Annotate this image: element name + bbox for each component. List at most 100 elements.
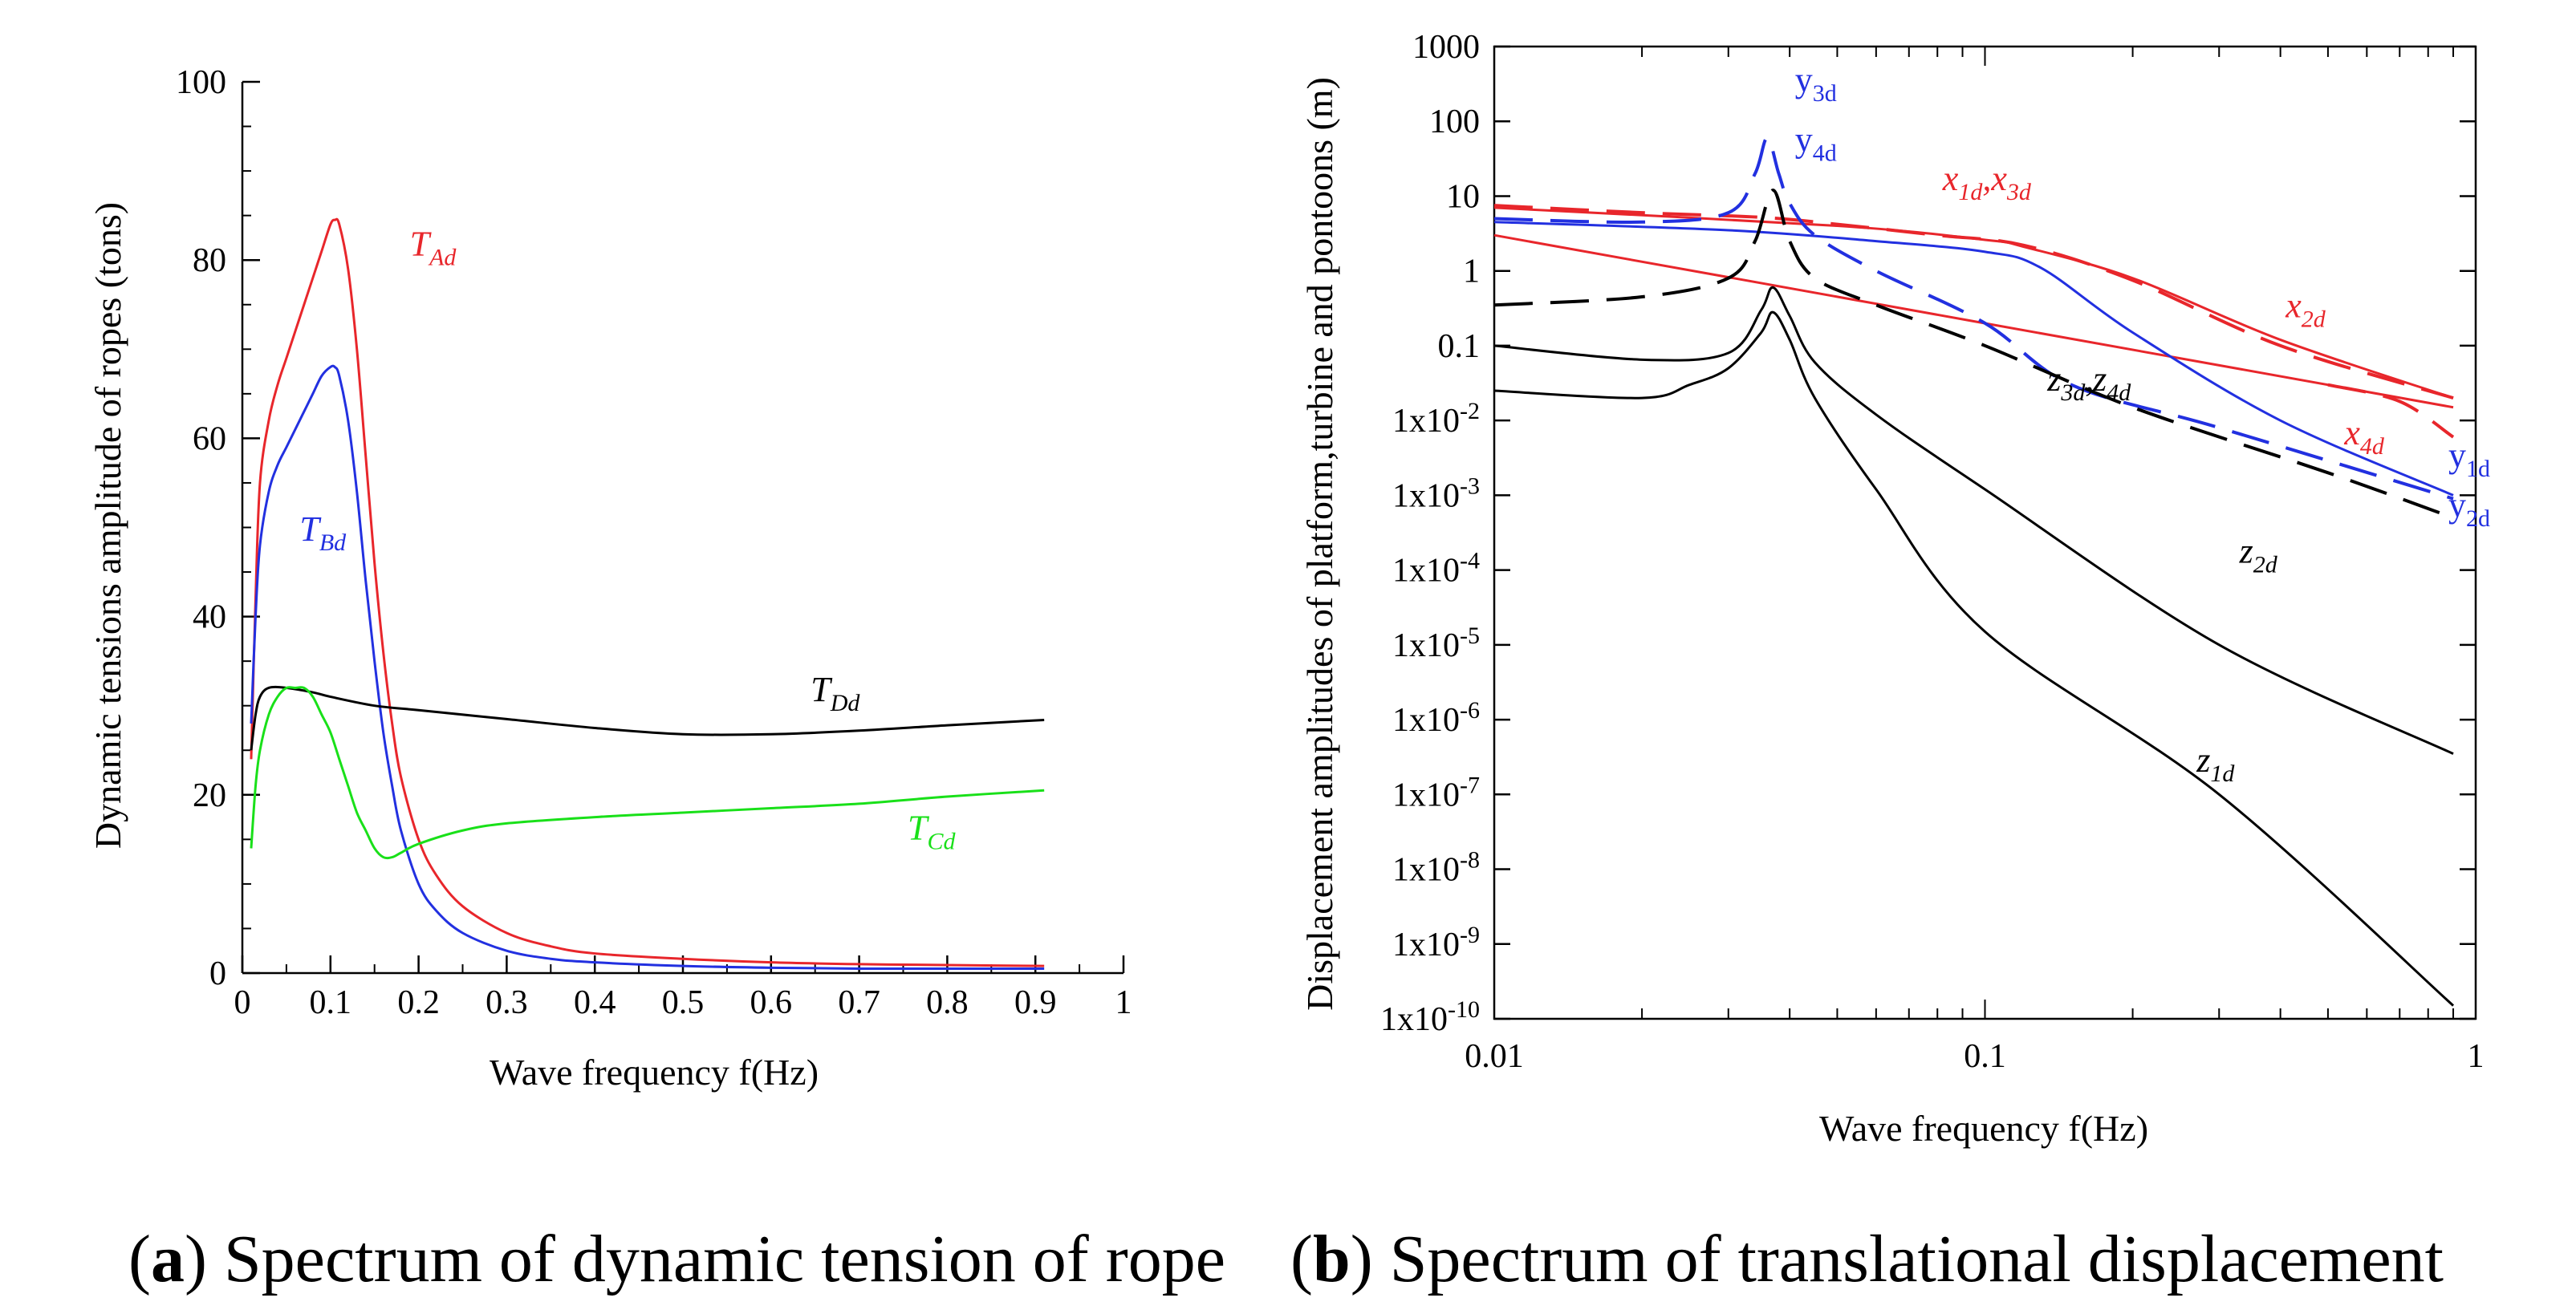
panel-a-label-T_Bd: TBd bbox=[299, 509, 347, 556]
panel-b-y-tick-exp: -8 bbox=[1460, 847, 1480, 874]
panel-b-y-tick-exp: -6 bbox=[1460, 697, 1480, 724]
panel-b-label-y4d: y4d bbox=[1795, 120, 1837, 166]
panel-b-line-z3d_z4d bbox=[1493, 189, 2454, 520]
panel-a-label-T_Ad: TAd bbox=[410, 225, 457, 271]
caption-a-text: Spectrum of dynamic tension of rope bbox=[207, 1222, 1225, 1296]
panel-b-y-tick-exp: -5 bbox=[1460, 623, 1480, 649]
panel-b-axes: 1x10-101x10-91x10-81x10-71x10-61x10-51x1… bbox=[1380, 29, 2485, 1075]
panel-a-label-T_Dd-main: T bbox=[811, 670, 833, 709]
panel-b-label-x3d-main: x bbox=[1990, 159, 2007, 198]
panel-a-y-tick-label: 100 bbox=[176, 64, 226, 101]
panel-b-y-tick-label: 1x10-2 bbox=[1392, 398, 1480, 440]
panel-b-y-tick-label: 1x10-4 bbox=[1392, 548, 1480, 590]
panel-a-y-tick-label: 40 bbox=[193, 599, 226, 636]
panel-b-x-tick-label: 1 bbox=[2468, 1038, 2485, 1075]
panel-a-x-tick-label: 0.2 bbox=[397, 984, 440, 1021]
panel-a-tension-chart: 0 20 40 60 80 100 0 0.1 0.2 0.3 0.4 0.5 0.6 0.7 0.8 0.9… bbox=[87, 64, 1132, 1093]
panel-a-x-tick-label: 1 bbox=[1115, 984, 1132, 1021]
panel-a-y-tick-label: 80 bbox=[193, 242, 226, 279]
panel-a-x-tick-label: 0.9 bbox=[1014, 984, 1057, 1021]
panel-b-label-x4d-main: x bbox=[2343, 413, 2360, 452]
panel-a-axes: 0 20 40 60 80 100 0 0.1 0.2 0.3 0.4 0.5 0.6 0.7 0.8 0.9… bbox=[176, 64, 1132, 1021]
panel-b-label-y4d-sub: 4d bbox=[1813, 140, 1837, 166]
panel-a-x-tick-label: 0 bbox=[234, 984, 251, 1021]
panel-b-label-y4d-main: y bbox=[1795, 120, 1813, 159]
panel-b-y-tick-label: 1x10-10 bbox=[1380, 996, 1480, 1038]
panel-b-label-x1d-sub: 1d bbox=[1958, 179, 1983, 205]
panel-b-y-tick-exp: -4 bbox=[1460, 548, 1480, 574]
panel-b-line-y3d_y4d bbox=[1493, 136, 2454, 501]
panel-a-x-tick-label: 0.7 bbox=[838, 984, 880, 1021]
caption-b-open-paren: ( bbox=[1290, 1222, 1313, 1296]
panel-b-y-tick-base: 1x10 bbox=[1392, 927, 1460, 963]
panel-b-label-x2d-main: x bbox=[2285, 286, 2302, 325]
panel-b-label-y3d: y3d bbox=[1795, 60, 1837, 107]
panel-b-label-x1d-comma: , bbox=[1982, 159, 1991, 198]
panel-b-label-z1d-main: z bbox=[2196, 740, 2210, 780]
panel-b-line-y1d bbox=[1493, 221, 2454, 497]
panel-b-label-z1d-sub: 1d bbox=[2210, 760, 2235, 787]
panel-b-y-tick-base: 1x10 bbox=[1392, 403, 1460, 440]
panel-b-label-z3d: z3d, bbox=[2046, 359, 2094, 406]
panel-b-y-tick-base: 1x10 bbox=[1392, 852, 1460, 889]
panel-b-y-tick-exp: -3 bbox=[1460, 472, 1480, 499]
panel-b-series bbox=[1493, 136, 2455, 1007]
panel-b-label-y2d: y2d bbox=[2448, 485, 2490, 532]
panel-b-label-x1d: x1d, bbox=[1942, 159, 1992, 205]
caption-b: (b) Spectrum of translational displaceme… bbox=[1290, 1222, 2444, 1296]
caption-b-letter: b bbox=[1313, 1222, 1351, 1296]
panel-b-label-z1d: z1d bbox=[2196, 740, 2235, 787]
panel-b-label-x3d-sub: 3d bbox=[2006, 179, 2032, 205]
panel-b-label-z4d-sub: 4d bbox=[2107, 379, 2131, 406]
panel-b-label-x4d: x4d bbox=[2343, 413, 2385, 460]
panel-b-label-y3d-sub: 3d bbox=[1813, 80, 1837, 107]
panel-b-y-tick-exp: -10 bbox=[1448, 996, 1480, 1023]
panel-b-y-tick-label: 1x10-6 bbox=[1392, 697, 1480, 739]
panel-b-y-tick-label: 0.1 bbox=[1438, 328, 1481, 365]
panel-a-x-axis-title: Wave frequency f(Hz) bbox=[490, 1052, 819, 1093]
caption-a: (a) Spectrum of dynamic tension of rope bbox=[128, 1222, 1225, 1296]
panel-b-label-y2d-sub: 2d bbox=[2466, 505, 2490, 532]
panel-a-label-T_Cd-main: T bbox=[908, 808, 930, 847]
panel-b-line-z2d bbox=[1493, 286, 2454, 755]
panel-a-label-T_Ad-sub: Ad bbox=[428, 245, 457, 271]
panel-b-y-tick-base: 1x10 bbox=[1392, 477, 1460, 514]
panel-a-y-tick-label: 20 bbox=[193, 777, 226, 814]
panel-a-line-T_Ad bbox=[250, 217, 1045, 967]
panel-b-y-tick-exp: -7 bbox=[1460, 772, 1480, 798]
panel-a-label-T_Bd-main: T bbox=[299, 509, 322, 549]
panel-b-label-y1d-sub: 1d bbox=[2466, 456, 2490, 482]
panel-b-label-z3d-sub: 3d bbox=[2060, 379, 2086, 406]
panel-b-label-z2d-main: z bbox=[2239, 532, 2253, 571]
panel-b-label-y1d-main: y bbox=[2448, 436, 2466, 475]
panel-b-y-tick-label: 1 bbox=[1463, 253, 1480, 290]
panel-b-y-tick-base: 1x10 bbox=[1392, 553, 1460, 590]
caption-a-close-paren: ) bbox=[185, 1222, 207, 1296]
caption-a-letter: a bbox=[151, 1222, 185, 1296]
panel-b-label-y3d-main: y bbox=[1795, 60, 1813, 99]
panel-a-line-T_Bd bbox=[250, 364, 1045, 971]
panel-a-x-tick-label: 0.6 bbox=[750, 984, 793, 1021]
panel-b-y-tick-base: 1x10 bbox=[1380, 1001, 1448, 1038]
panel-b-y-tick-base: 1x10 bbox=[1392, 777, 1460, 813]
panel-b-label-x2d: x2d bbox=[2285, 286, 2326, 332]
panel-b-line-x1d_x3d_solid bbox=[1493, 206, 2454, 399]
panel-a-x-tick-label: 0.3 bbox=[486, 984, 528, 1021]
panel-a-x-tick-label: 0.5 bbox=[662, 984, 705, 1021]
panel-b-label-z2d-sub: 2d bbox=[2253, 552, 2278, 578]
panel-b-y-tick-label: 1x10-5 bbox=[1392, 623, 1480, 664]
panel-a-label-T_Cd: TCd bbox=[908, 808, 956, 854]
panel-a-series bbox=[250, 217, 1045, 971]
panel-a-y-tick-label: 0 bbox=[209, 955, 226, 992]
caption-a-open-paren: ( bbox=[128, 1222, 151, 1296]
panel-b-label-y1d: y1d bbox=[2448, 436, 2490, 482]
panel-b-y-tick-label: 1000 bbox=[1412, 29, 1480, 66]
panel-a-x-tick-label: 0.1 bbox=[310, 984, 352, 1021]
panel-b-label-z3d-comma: , bbox=[2085, 359, 2094, 399]
panel-a-label-T_Cd-sub: Cd bbox=[927, 828, 956, 854]
panel-b-y-tick-exp: -2 bbox=[1460, 398, 1480, 424]
panel-b-y-tick-exp: -9 bbox=[1460, 922, 1480, 948]
